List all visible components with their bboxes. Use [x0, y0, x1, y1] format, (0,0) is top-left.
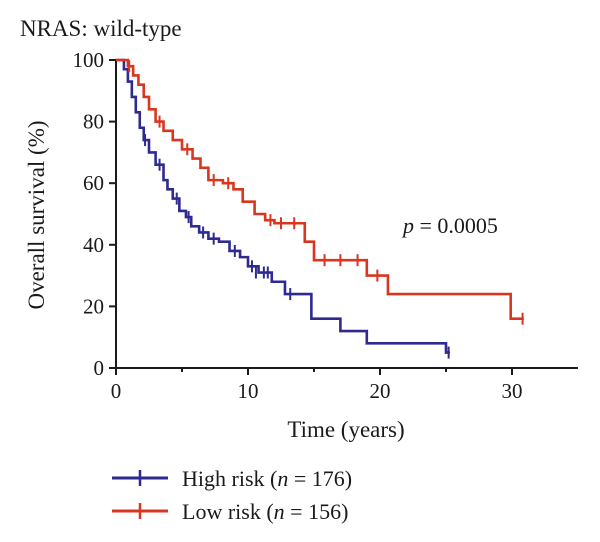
legend-label-n: n — [277, 466, 288, 491]
legend-item-low-risk: Low risk (n = 156) — [112, 499, 348, 524]
x-tick-label: 10 — [238, 379, 259, 403]
axes: 0 20 40 60 80 100 0 10 20 30 — [73, 48, 578, 403]
legend: High risk (n = 176)Low risk (n = 156) — [112, 466, 352, 524]
x-tick-label: 0 — [111, 379, 122, 403]
legend-label-n: n — [274, 499, 285, 524]
legend-item-high-risk: High risk (n = 176) — [112, 466, 352, 491]
y-tick-label: 20 — [83, 294, 104, 318]
y-tick-label: 100 — [73, 48, 105, 72]
chart-title: NRAS: wild-type — [20, 16, 182, 41]
legend-label: High risk (n = 176) — [182, 466, 352, 491]
legend-label-text: Low risk ( — [182, 499, 274, 524]
y-tick-label: 40 — [83, 233, 104, 257]
y-tick-label: 80 — [83, 110, 104, 134]
x-axis-label: Time (years) — [287, 417, 404, 442]
legend-label: Low risk (n = 156) — [182, 499, 348, 524]
y-axis-label: Overall survival (%) — [24, 120, 49, 309]
x-tick-label: 30 — [502, 379, 523, 403]
y-tick-label: 0 — [94, 356, 105, 380]
legend-label-text: High risk ( — [182, 466, 277, 491]
p-value-annotation: p = 0.0005 — [401, 213, 498, 238]
survival-curve-low-risk — [116, 58, 524, 321]
p-symbol: p — [401, 213, 414, 238]
x-tick-label: 20 — [370, 379, 391, 403]
survival-curves — [116, 58, 524, 359]
survival-curve-high-risk — [116, 58, 450, 354]
y-tick-label: 60 — [83, 171, 104, 195]
legend-label-count: = 156) — [285, 499, 349, 524]
legend-label-count: = 176) — [288, 466, 352, 491]
p-value: = 0.0005 — [414, 213, 498, 238]
